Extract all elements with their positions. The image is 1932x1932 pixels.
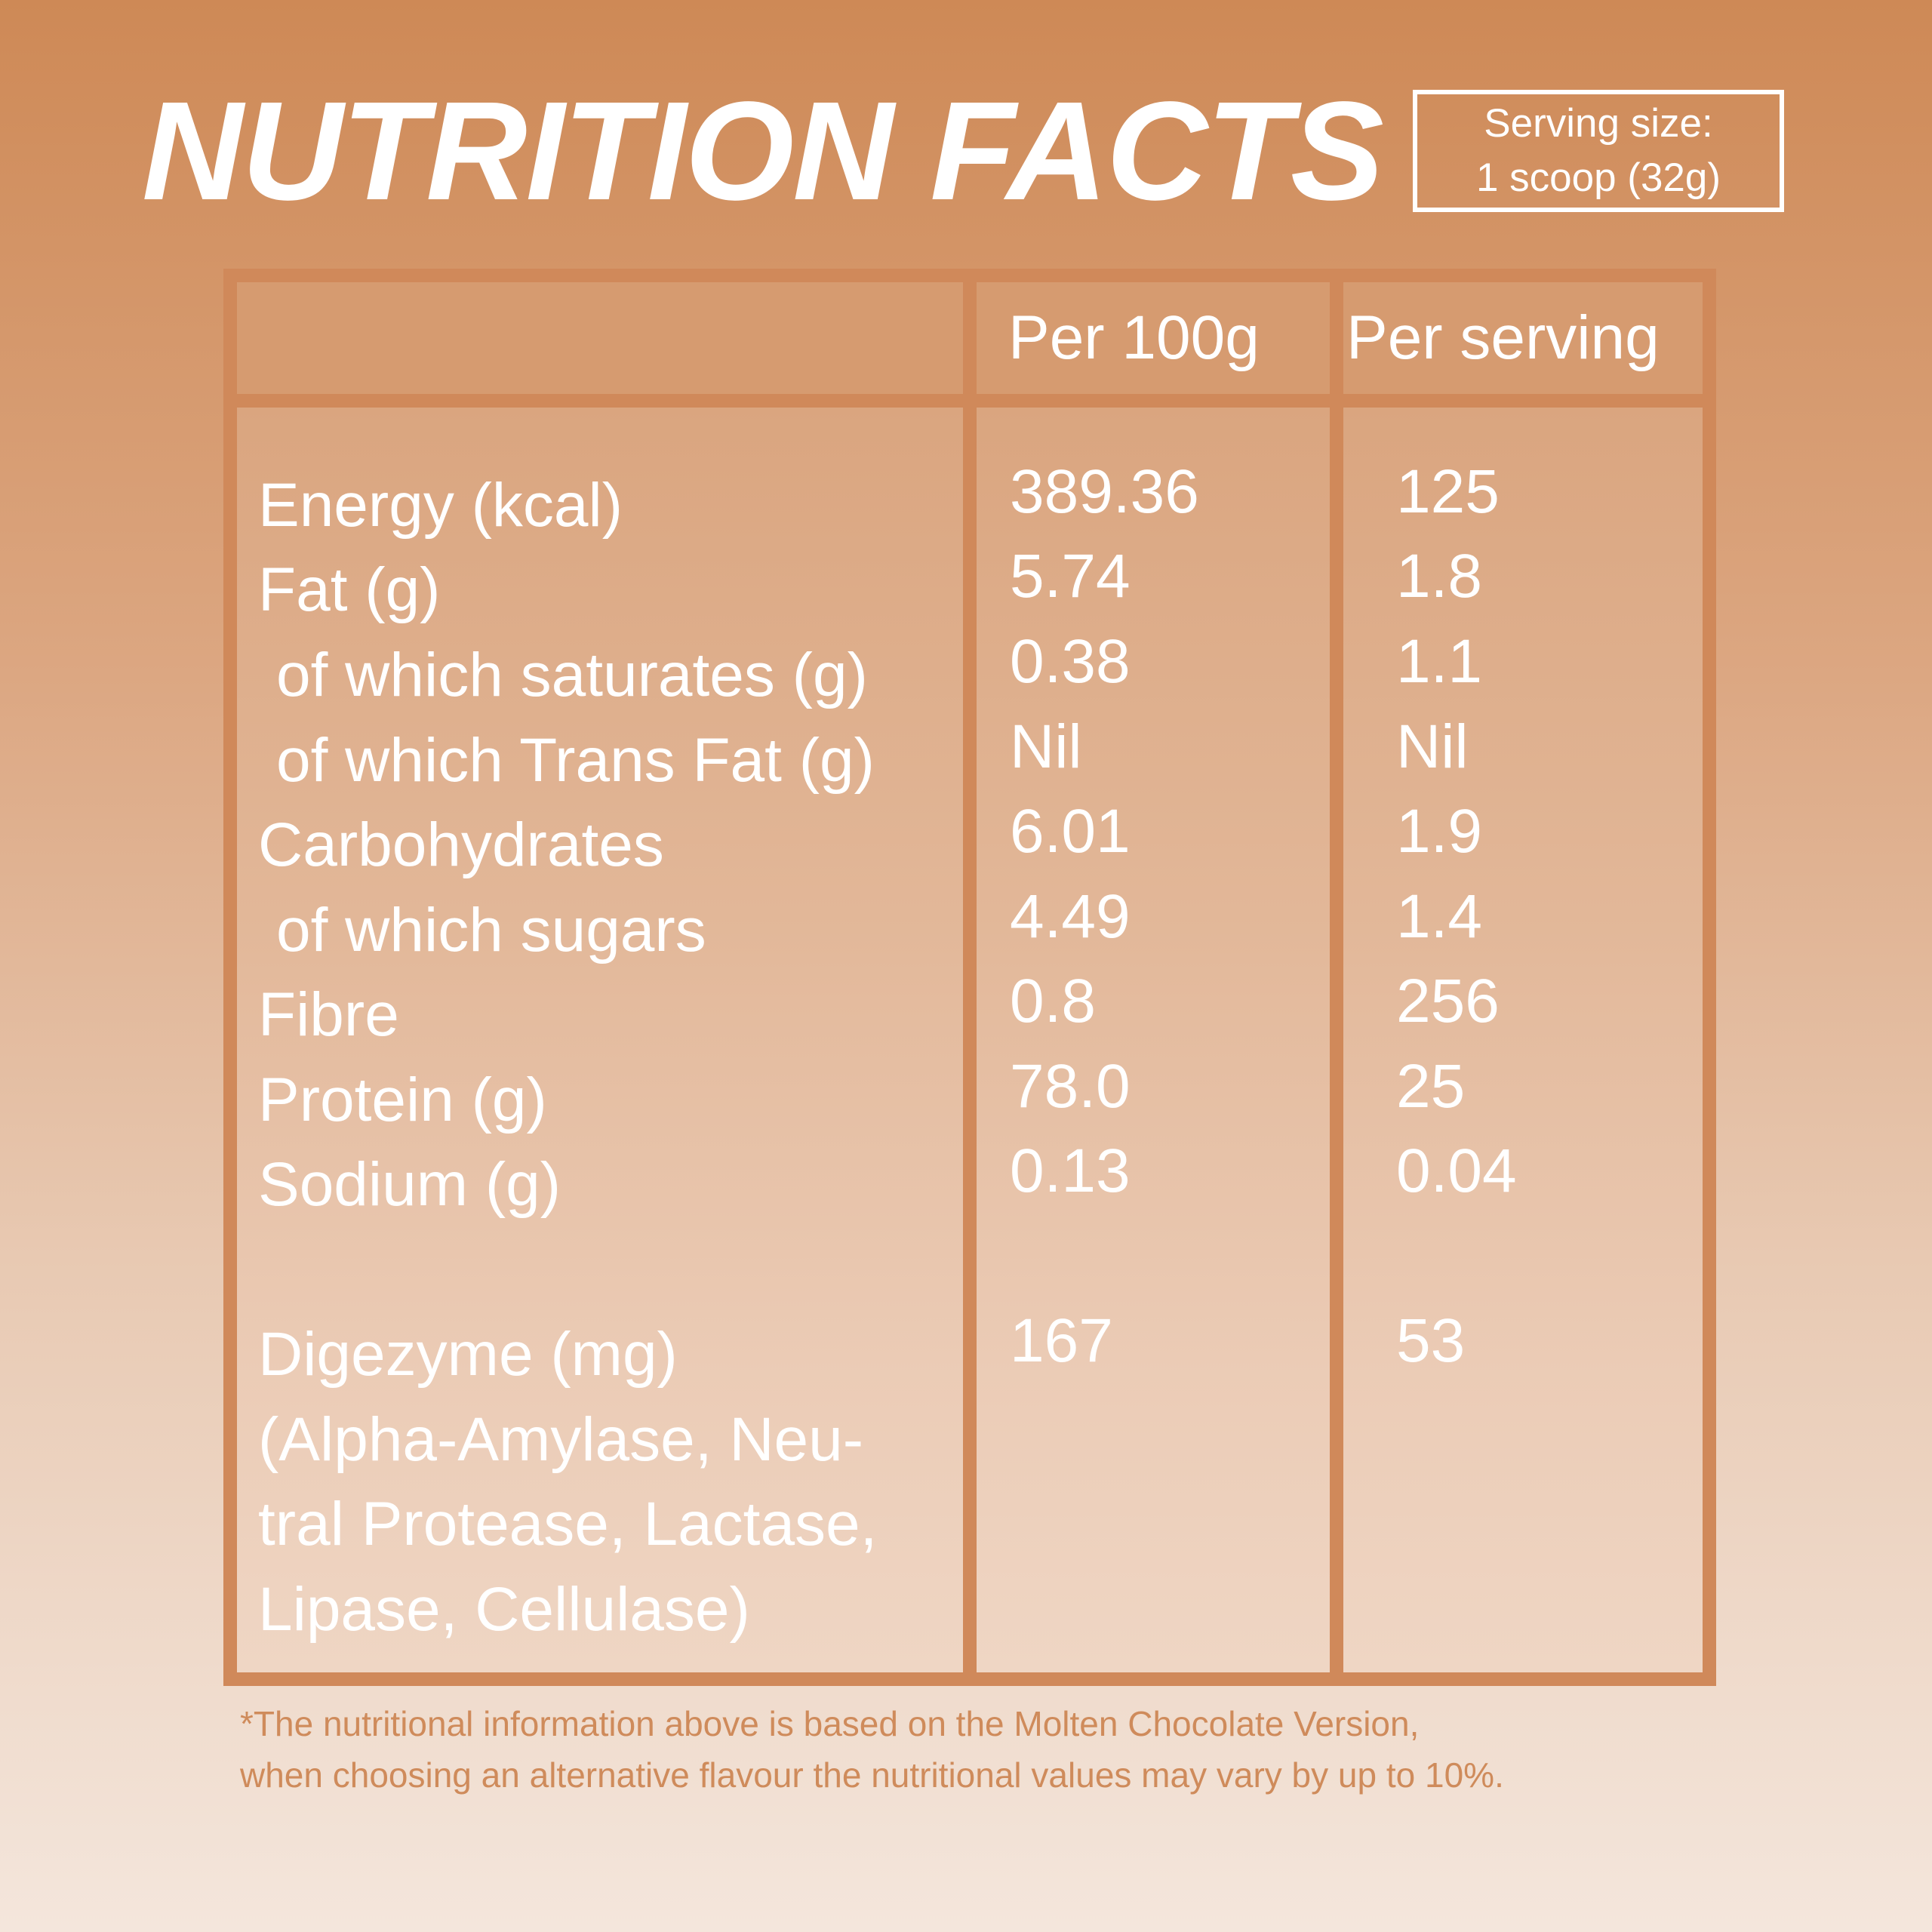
value-trans-fat-serving: Nil <box>1396 712 1469 781</box>
footnote-line1: *The nutritional information above is ba… <box>240 1704 1420 1743</box>
row-label-digezyme: Digezyme (mg) <box>258 1320 678 1389</box>
row-label-protein: Protein (g) <box>258 1066 547 1134</box>
value-digezyme-serving: 53 <box>1396 1306 1466 1375</box>
nutrition-table: Per 100g Per serving Energy (kcal) Fat (… <box>223 269 1716 1686</box>
value-fibre-serving: 256 <box>1396 967 1500 1035</box>
row-label-fibre: Fibre <box>258 980 399 1049</box>
value-fat-serving: 1.8 <box>1396 542 1482 611</box>
header-per100: Per 100g <box>1008 303 1260 372</box>
serving-size-box: Serving size: 1 scoop (32g) <box>1413 90 1784 212</box>
header-blank-cell <box>237 282 963 394</box>
serving-size-value: 1 scoop (32g) <box>1475 155 1721 200</box>
per100-column: 389.36 5.74 0.38 Nil 6.01 4.49 0.8 78.0 … <box>977 408 1330 1672</box>
value-protein-serving: 25 <box>1396 1052 1466 1121</box>
value-fat-per100: 5.74 <box>1010 542 1131 611</box>
value-digezyme-per100: 167 <box>1010 1306 1113 1375</box>
value-sodium-serving: 0.04 <box>1396 1137 1517 1205</box>
value-saturates-per100: 0.38 <box>1010 627 1131 696</box>
value-trans-fat-per100: Nil <box>1010 712 1082 781</box>
row-label-sugars: of which sugars <box>276 896 706 964</box>
value-saturates-serving: 1.1 <box>1396 627 1482 696</box>
row-label-digezyme-line2: (Alpha-Amylase, Neu- <box>258 1405 864 1474</box>
row-label-digezyme-line4: Lipase, Cellulase) <box>258 1575 750 1644</box>
row-label-fat: Fat (g) <box>258 555 441 624</box>
value-carbohydrates-serving: 1.9 <box>1396 797 1482 866</box>
value-sugars-serving: 1.4 <box>1396 882 1482 951</box>
row-label-saturates: of which saturates (g) <box>276 641 868 709</box>
value-energy-serving: 125 <box>1396 457 1500 526</box>
footnote-line2: when choosing an alternative flavour the… <box>240 1755 1504 1795</box>
row-label-carbohydrates: Carbohydrates <box>258 811 664 879</box>
header-per100-cell: Per 100g <box>977 282 1330 394</box>
value-fibre-per100: 0.8 <box>1010 967 1096 1035</box>
per-serving-column: 125 1.8 1.1 Nil 1.9 1.4 256 25 0.04 53 <box>1343 408 1703 1672</box>
serving-size-label: Serving size: <box>1484 101 1713 146</box>
value-carbohydrates-per100: 6.01 <box>1010 797 1131 866</box>
value-protein-per100: 78.0 <box>1010 1052 1131 1121</box>
header-per-serving-cell: Per serving <box>1343 282 1703 394</box>
header-per-serving: Per serving <box>1346 303 1660 372</box>
value-sodium-per100: 0.13 <box>1010 1137 1131 1205</box>
value-energy-per100: 389.36 <box>1010 457 1199 526</box>
page-title: NUTRITION FACTS <box>142 73 1384 229</box>
row-label-sodium: Sodium (g) <box>258 1150 561 1219</box>
footnote: *The nutritional information above is ba… <box>240 1698 1504 1801</box>
row-label-trans-fat: of which Trans Fat (g) <box>276 726 875 795</box>
value-sugars-per100: 4.49 <box>1010 882 1131 951</box>
row-label-digezyme-line3: tral Protease, Lactase, <box>258 1490 878 1558</box>
row-label-energy: Energy (kcal) <box>258 471 623 540</box>
labels-column: Energy (kcal) Fat (g) of which saturates… <box>237 408 963 1672</box>
